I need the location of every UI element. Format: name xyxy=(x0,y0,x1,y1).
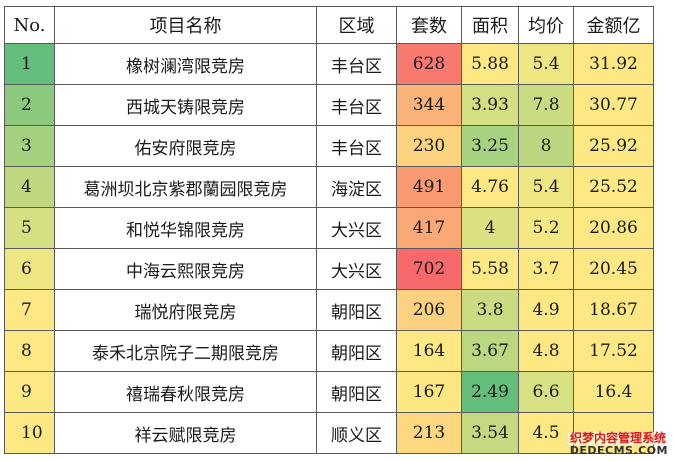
cell-total-amount: 30.77 xyxy=(573,84,654,126)
cell-total-amount: 31.92 xyxy=(573,43,654,85)
cell-project-name: 葛洲坝北京紫郡蘭园限竞房 xyxy=(54,166,317,208)
table-row: 6 中海云熙限竞房 大兴区 702 5.58 3.7 20.45 xyxy=(4,248,654,290)
cell-sets: 417 xyxy=(396,207,462,249)
header-row: No. 项目名称 区域 套数 面积 均价 金额亿 xyxy=(4,6,654,44)
cell-no: 5 xyxy=(4,207,55,249)
cell-no: 6 xyxy=(4,248,55,290)
cell-area: 4.76 xyxy=(461,166,519,208)
cell-area: 5.58 xyxy=(461,248,519,290)
cell-area: 5.88 xyxy=(461,43,519,85)
cell-sets: 213 xyxy=(396,412,462,454)
cell-total-amount: 25.92 xyxy=(573,125,654,167)
table-row: 7 瑞悦府限竞房 朝阳区 206 3.8 4.9 18.67 xyxy=(4,289,654,331)
cell-sets: 230 xyxy=(396,125,462,167)
cell-district: 丰台区 xyxy=(316,84,397,126)
cell-no: 4 xyxy=(4,166,55,208)
cell-project-name: 泰禾北京院子二期限竞房 xyxy=(54,330,317,372)
header-no: No. xyxy=(4,6,55,44)
cell-area: 3.54 xyxy=(461,412,519,454)
watermark-line2: DEDECMS.COM xyxy=(569,443,668,457)
cell-project-name: 橡树澜湾限竞房 xyxy=(54,43,317,85)
cell-project-name: 祥云赋限竞房 xyxy=(54,412,317,454)
cell-project-name: 西城天铸限竞房 xyxy=(54,84,317,126)
cell-area: 3.8 xyxy=(461,289,519,331)
cell-total-amount: 16.4 xyxy=(573,371,654,413)
watermark: 织梦内容管理系统 DEDECMS.COM xyxy=(567,430,668,457)
cell-sets: 167 xyxy=(396,371,462,413)
watermark-line1: 织梦内容管理系统 xyxy=(567,430,668,445)
cell-area: 2.49 xyxy=(461,371,519,413)
cell-avg-price: 6.6 xyxy=(518,371,574,413)
cell-district: 丰台区 xyxy=(316,43,397,85)
cell-area: 4 xyxy=(461,207,519,249)
cell-avg-price: 5.4 xyxy=(518,166,574,208)
cell-project-name: 佑安府限竞房 xyxy=(54,125,317,167)
cell-no: 9 xyxy=(4,371,55,413)
cell-sets: 702 xyxy=(396,248,462,290)
cell-no: 1 xyxy=(4,43,55,85)
cell-total-amount: 25.52 xyxy=(573,166,654,208)
cell-sets: 628 xyxy=(396,43,462,85)
header-sets: 套数 xyxy=(396,6,462,44)
header-project-name: 项目名称 xyxy=(54,6,317,44)
table-row: 9 禧瑞春秋限竞房 朝阳区 167 2.49 6.6 16.4 xyxy=(4,371,654,413)
header-district: 区域 xyxy=(316,6,397,44)
cell-sets: 344 xyxy=(396,84,462,126)
cell-avg-price: 8 xyxy=(518,125,574,167)
cell-total-amount: 17.52 xyxy=(573,330,654,372)
cell-no: 10 xyxy=(4,412,55,454)
table-row: 3 佑安府限竞房 丰台区 230 3.25 8 25.92 xyxy=(4,125,654,167)
cell-district: 朝阳区 xyxy=(316,289,397,331)
cell-sets: 206 xyxy=(396,289,462,331)
cell-project-name: 瑞悦府限竞房 xyxy=(54,289,317,331)
cell-avg-price: 5.4 xyxy=(518,43,574,85)
cell-no: 7 xyxy=(4,289,55,331)
cell-area: 3.67 xyxy=(461,330,519,372)
header-avg-price: 均价 xyxy=(518,6,574,44)
table-row: 4 葛洲坝北京紫郡蘭园限竞房 海淀区 491 4.76 5.4 25.52 xyxy=(4,166,654,208)
cell-project-name: 和悦华锦限竞房 xyxy=(54,207,317,249)
cell-no: 3 xyxy=(4,125,55,167)
cell-sets: 164 xyxy=(396,330,462,372)
cell-total-amount: 18.67 xyxy=(573,289,654,331)
cell-area: 3.93 xyxy=(461,84,519,126)
header-total-amount: 金额亿 xyxy=(573,6,654,44)
cell-sets: 491 xyxy=(396,166,462,208)
cell-no: 8 xyxy=(4,330,55,372)
table-row: 1 橡树澜湾限竞房 丰台区 628 5.88 5.4 31.92 xyxy=(4,43,654,85)
cell-district: 朝阳区 xyxy=(316,371,397,413)
cell-total-amount: 20.86 xyxy=(573,207,654,249)
table-body: 1 橡树澜湾限竞房 丰台区 628 5.88 5.4 31.92 2 西城天铸限竞房 丰台区 344… xyxy=(4,43,654,454)
table-row: 8 泰禾北京院子二期限竞房 朝阳区 164 3.67 4.8 17.52 xyxy=(4,330,654,372)
cell-area: 3.25 xyxy=(461,125,519,167)
cell-avg-price: 4.9 xyxy=(518,289,574,331)
cell-no: 2 xyxy=(4,84,55,126)
cell-avg-price: 4.5 xyxy=(518,412,574,454)
cell-avg-price: 5.2 xyxy=(518,207,574,249)
cell-district: 大兴区 xyxy=(316,207,397,249)
cell-avg-price: 7.8 xyxy=(518,84,574,126)
cell-district: 丰台区 xyxy=(316,125,397,167)
table-row: 10 祥云赋限竞房 顺义区 213 3.54 4.5 xyxy=(4,412,654,454)
table-row: 2 西城天铸限竞房 丰台区 344 3.93 7.8 30.77 xyxy=(4,84,654,126)
cell-project-name: 中海云熙限竞房 xyxy=(54,248,317,290)
cell-project-name: 禧瑞春秋限竞房 xyxy=(54,371,317,413)
cell-district: 朝阳区 xyxy=(316,330,397,372)
cell-district: 海淀区 xyxy=(316,166,397,208)
header-area: 面积 xyxy=(461,6,519,44)
cell-total-amount: 20.45 xyxy=(573,248,654,290)
cell-district: 顺义区 xyxy=(316,412,397,454)
project-table: No. 项目名称 区域 套数 面积 均价 金额亿 1 橡树澜湾限竞房 丰台区 628 5… xyxy=(4,6,654,454)
table-row: 5 和悦华锦限竞房 大兴区 417 4 5.2 20.86 xyxy=(4,207,654,249)
cell-district: 大兴区 xyxy=(316,248,397,290)
cell-avg-price: 3.7 xyxy=(518,248,574,290)
cell-avg-price: 4.8 xyxy=(518,330,574,372)
